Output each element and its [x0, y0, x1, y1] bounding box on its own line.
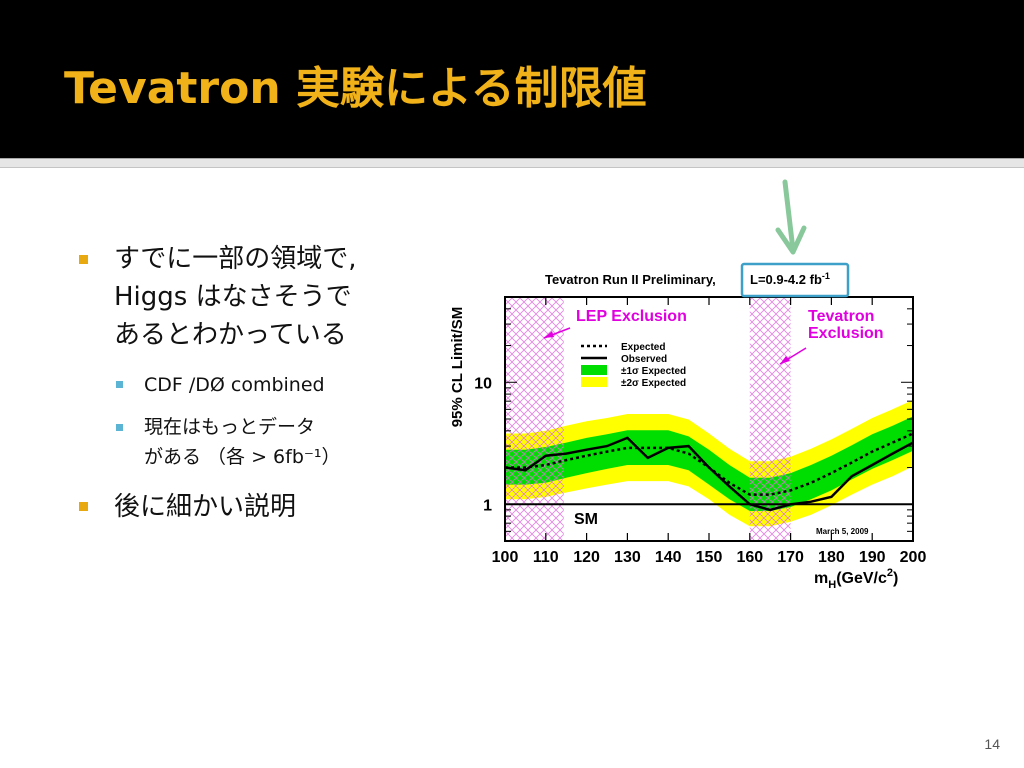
bullet-marker — [79, 502, 88, 511]
sub-bullet-2: 現在はもっとデータ がある （各 > 6fb⁻¹） — [144, 412, 341, 472]
luminosity-highlight-box — [740, 262, 850, 298]
highlight-arrow — [782, 179, 796, 253]
x-tick-label: 150 — [696, 549, 723, 566]
sub-bullet-marker — [116, 381, 123, 388]
lep-exclusion-label: LEP Exclusion — [576, 308, 687, 325]
legend-label: ±1σ Expected — [621, 366, 686, 377]
highlight-arrowhead — [775, 225, 807, 255]
x-tick-label: 170 — [777, 549, 804, 566]
tevatron-exclusion-label-1: Tevatron — [808, 308, 874, 325]
sm-label: SM — [574, 511, 598, 528]
y-tick-label: 10 — [474, 375, 492, 392]
x-tick-label: 160 — [736, 549, 763, 566]
x-tick-label: 130 — [614, 549, 641, 566]
bullet-2: 後に細かい説明 — [114, 492, 297, 522]
x-tick-label: 180 — [818, 549, 845, 566]
slide-number: 14 — [984, 736, 1000, 752]
y-tick-label: 1 — [483, 497, 492, 514]
date-label: March 5, 2009 — [816, 527, 869, 536]
title-divider — [0, 158, 1024, 168]
bullet-1-line-1: すでに一部の領域で, — [114, 244, 357, 274]
title-bar: Tevatron 実験による制限値 — [0, 0, 1024, 158]
x-tick-label: 120 — [573, 549, 600, 566]
legend-label: Observed — [621, 354, 667, 365]
band-1sigma — [505, 416, 913, 511]
bullet-1: すでに一部の領域で, Higgs はなさそうで あるとわかっている — [114, 240, 357, 354]
x-tick-label: 100 — [492, 549, 519, 566]
tevatron-arrowhead — [780, 356, 790, 364]
lep-arrowhead — [544, 331, 554, 338]
tevatron-exclusion-label-2: Exclusion — [808, 325, 884, 342]
legend-label: ±2σ Expected — [621, 378, 686, 389]
x-tick-label: 140 — [655, 549, 682, 566]
x-axis-label: mH(GeV/c2) — [814, 567, 898, 591]
observed-line — [505, 436, 913, 512]
y-axis-label: 95% CL Limit/SM — [449, 307, 466, 428]
x-tick-label: 110 — [533, 549, 559, 566]
legend-swatch-band — [581, 365, 607, 375]
chart-title: Tevatron Run II Preliminary, — [545, 272, 716, 287]
lep-exclusion-region — [505, 297, 564, 541]
legend-label: Expected — [621, 342, 665, 353]
slide-title: Tevatron 実験による制限値 — [64, 63, 647, 114]
sub-bullet-marker — [116, 424, 123, 431]
bullet-marker — [79, 255, 88, 264]
sub-bullet-1: CDF /DØ combined — [144, 374, 325, 396]
sub-bullet-2-line-1: 現在はもっとデータ — [144, 416, 316, 438]
tevatron-exclusion-region — [749, 297, 791, 541]
luminosity-label: L=0.9-4.2 fb-1 — [750, 271, 830, 287]
bullet-1-line-3: あるとわかっている — [114, 320, 347, 350]
x-tick-label: 200 — [900, 549, 927, 566]
x-tick-label: 190 — [859, 549, 886, 566]
bullet-1-line-2: Higgs はなさそうで — [114, 282, 352, 312]
sub-bullet-2-line-2: がある （各 > 6fb⁻¹） — [144, 446, 341, 468]
legend-swatch-band — [581, 377, 607, 387]
